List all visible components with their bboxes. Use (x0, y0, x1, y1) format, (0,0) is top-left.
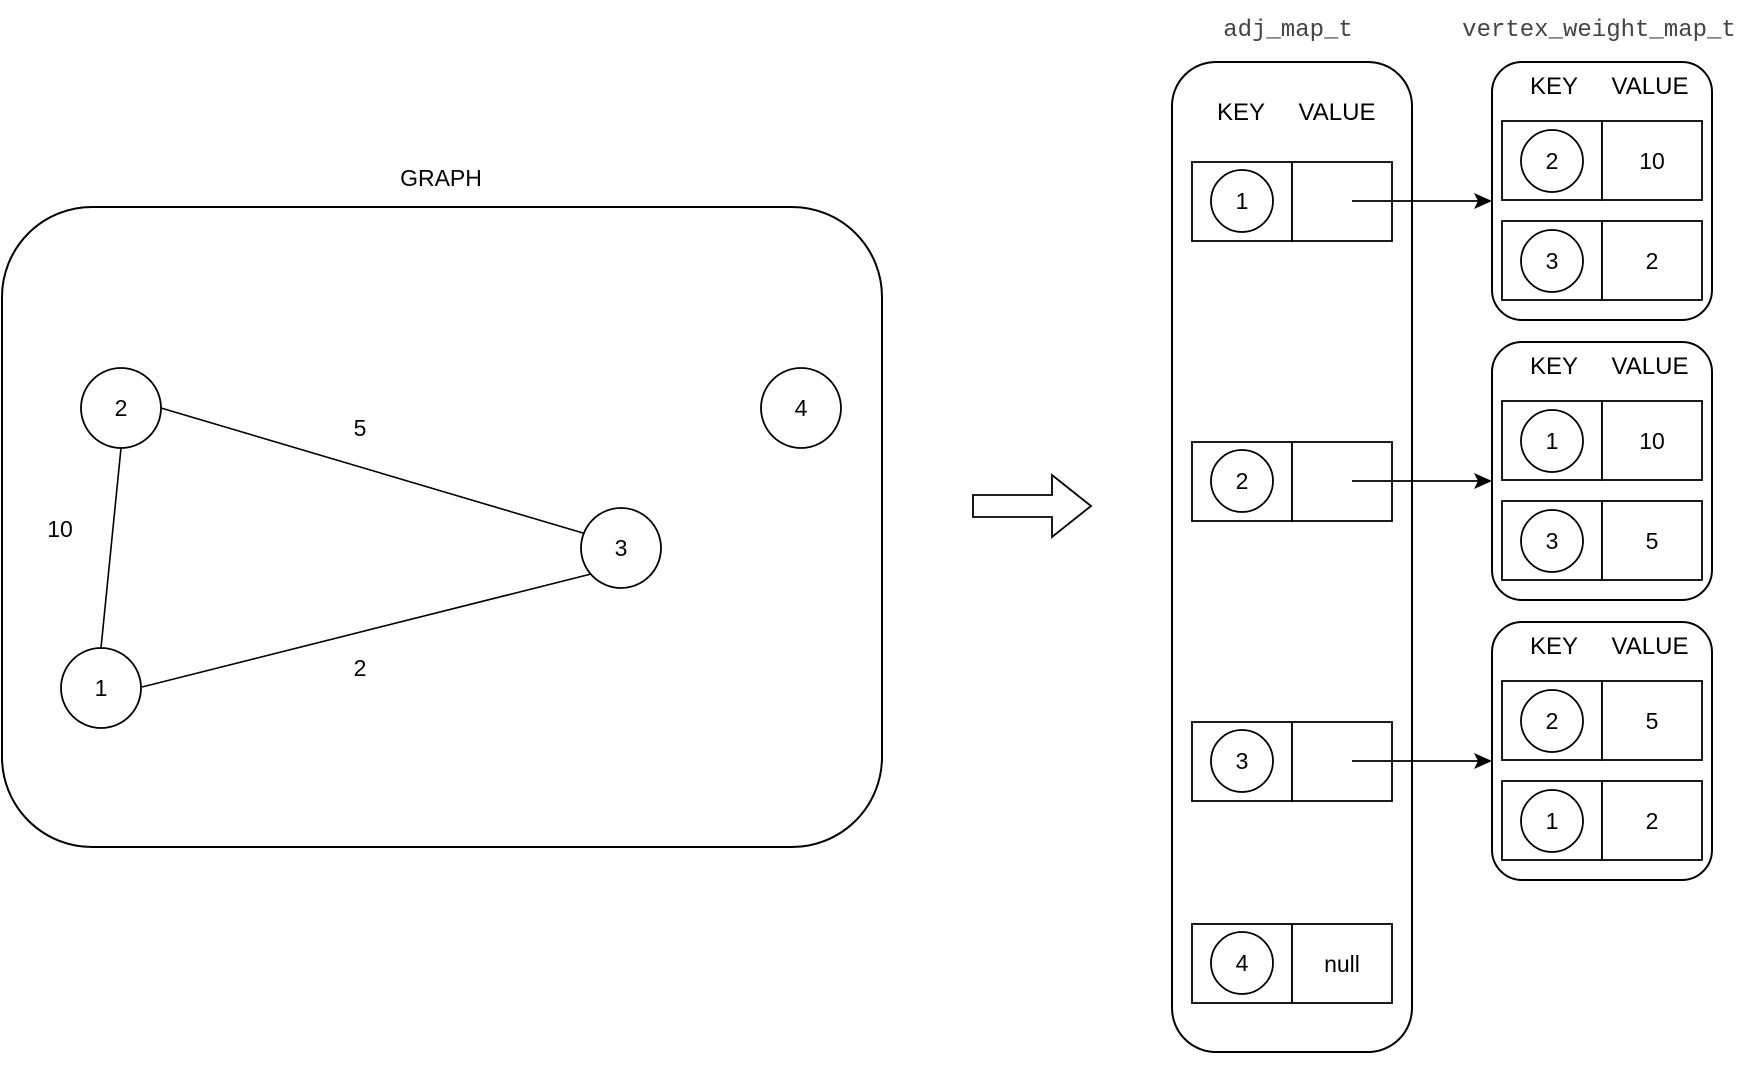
weight-map-value: 10 (1639, 148, 1665, 174)
vertex-2: 2 (80, 367, 162, 449)
graph-panel: GRAPH 5 10 2 2 1 3 4 (1, 165, 883, 848)
vertex-1: 1 (60, 647, 142, 729)
weight-map-key-header: KEY (1530, 73, 1578, 100)
weight-map-value-header: VALUE (1612, 73, 1689, 100)
edge-1-3 (141, 573, 592, 688)
adj-map-entry-4: 4 null (1191, 923, 1393, 1004)
edge-weight-2-3: 5 (354, 415, 367, 441)
vertex-label: 3 (615, 535, 628, 561)
vertex-3: 3 (580, 507, 662, 589)
weight-map-row: 1 2 (1501, 780, 1703, 861)
weight-map-key: 3 (1546, 248, 1559, 274)
arrowhead-icon (1474, 473, 1492, 489)
weight-map-value: 2 (1646, 808, 1659, 834)
adj-map-key: 1 (1236, 188, 1249, 214)
weight-map-row: 2 10 (1501, 120, 1703, 201)
weight-map-key: 2 (1546, 148, 1559, 174)
edge-2-3 (160, 407, 584, 534)
weight-map-1: KEY VALUE 2 10 3 2 (1491, 61, 1713, 321)
graph-container (1, 206, 883, 848)
vertex-label: 4 (795, 395, 808, 421)
adj-map-key: 3 (1236, 748, 1249, 774)
vertex-4: 4 (760, 367, 842, 449)
adj-map-value-header: VALUE (1299, 99, 1376, 126)
vertex-label: 2 (115, 395, 128, 421)
weight-map-container (1491, 621, 1713, 881)
weight-map-row: 3 5 (1501, 500, 1703, 581)
adj-map-value: null (1324, 951, 1360, 977)
weight-map-key: 2 (1546, 708, 1559, 734)
weight-map-key: 1 (1546, 808, 1559, 834)
transform-arrow-icon (972, 473, 1093, 539)
weight-map-key-header: KEY (1530, 353, 1578, 380)
weight-map-value: 5 (1646, 528, 1659, 554)
weight-map-value-header: VALUE (1612, 353, 1689, 380)
weight-map-3: KEY VALUE 2 5 1 2 (1491, 621, 1713, 881)
weight-map-key: 3 (1546, 528, 1559, 554)
weight-map-value: 5 (1646, 708, 1659, 734)
adj-map-key-header: KEY (1217, 99, 1265, 126)
edge-weight-1-3: 2 (354, 655, 367, 681)
adj-map-key: 2 (1236, 468, 1249, 494)
weight-map-key: 1 (1546, 428, 1559, 454)
adj-map-title: adj_map_t (1223, 17, 1353, 44)
edge-2-1 (100, 447, 122, 649)
arrowhead-icon (1474, 193, 1492, 209)
weight-map-container (1491, 341, 1713, 601)
adj-map-key: 4 (1236, 950, 1249, 976)
weight-map-row: 2 5 (1501, 680, 1703, 761)
edge-weight-2-1: 10 (47, 516, 73, 542)
weight-map-row: 1 10 (1501, 400, 1703, 481)
arrowhead-icon (1474, 753, 1492, 769)
weight-map-row: 3 2 (1501, 220, 1703, 301)
weight-map-key-header: KEY (1530, 633, 1578, 660)
adj-map-panel: adj_map_t KEY VALUE 1 2 3 (1171, 17, 1413, 1053)
adj-map-container (1171, 61, 1413, 1053)
pointer-arrows (1352, 193, 1492, 769)
weight-map-container (1491, 61, 1713, 321)
weight-map-2: KEY VALUE 1 10 3 5 (1491, 341, 1713, 601)
vertex-label: 1 (95, 675, 108, 701)
weight-map-title: vertex_weight_map_t (1462, 17, 1736, 44)
weight-map-value: 2 (1646, 248, 1659, 274)
graph-title: GRAPH (400, 165, 482, 191)
weight-map-value-header: VALUE (1612, 633, 1689, 660)
weight-map-value: 10 (1639, 428, 1665, 454)
